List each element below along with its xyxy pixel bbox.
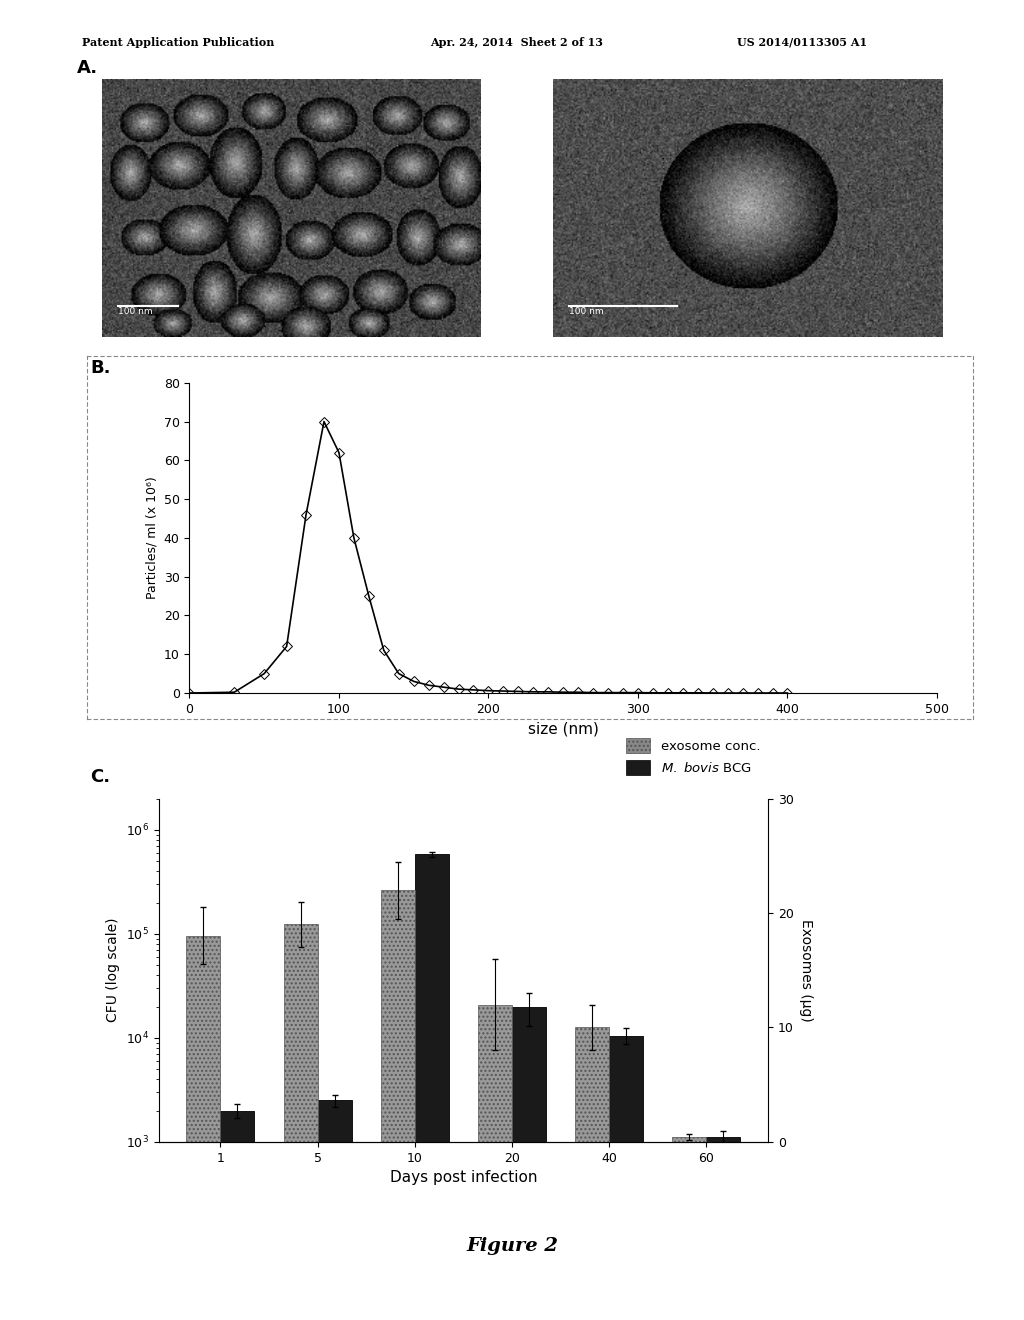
Text: Apr. 24, 2014  Sheet 2 of 13: Apr. 24, 2014 Sheet 2 of 13 (430, 37, 603, 48)
Y-axis label: Particles/ ml (x 10⁶): Particles/ ml (x 10⁶) (145, 477, 158, 599)
Bar (707, 1138, 740, 1320)
Bar (512, 1007, 546, 1320)
Text: B.: B. (90, 359, 111, 378)
Text: 100 nm: 100 nm (568, 308, 603, 315)
Bar (478, 1005, 512, 1142)
Y-axis label: CFU (log scale): CFU (log scale) (106, 917, 121, 1023)
Bar (220, 1110, 254, 1320)
Bar (186, 936, 220, 1142)
Y-axis label: Exosomes (μg): Exosomes (μg) (799, 919, 813, 1022)
X-axis label: size (nm): size (nm) (527, 721, 599, 737)
Text: Figure 2: Figure 2 (466, 1237, 558, 1255)
X-axis label: Days post infection: Days post infection (389, 1170, 538, 1185)
Text: 100 nm: 100 nm (118, 308, 153, 315)
Text: US 2014/0113305 A1: US 2014/0113305 A1 (737, 37, 867, 48)
Bar (673, 1138, 707, 1142)
Bar (284, 924, 317, 1142)
Legend: exosome conc., $M.$ $bovis$ BCG: exosome conc., $M.$ $bovis$ BCG (621, 733, 765, 780)
Text: Patent Application Publication: Patent Application Publication (82, 37, 274, 48)
Bar (575, 1027, 609, 1142)
Bar (317, 1101, 351, 1320)
Text: C.: C. (90, 768, 111, 787)
Bar (415, 854, 449, 1320)
Bar (609, 1036, 643, 1320)
Bar (381, 890, 415, 1142)
Text: A.: A. (77, 59, 98, 78)
